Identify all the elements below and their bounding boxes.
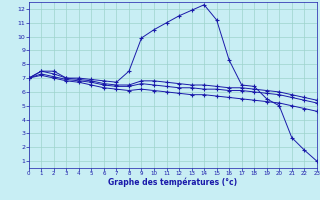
X-axis label: Graphe des températures (°c): Graphe des températures (°c): [108, 178, 237, 187]
